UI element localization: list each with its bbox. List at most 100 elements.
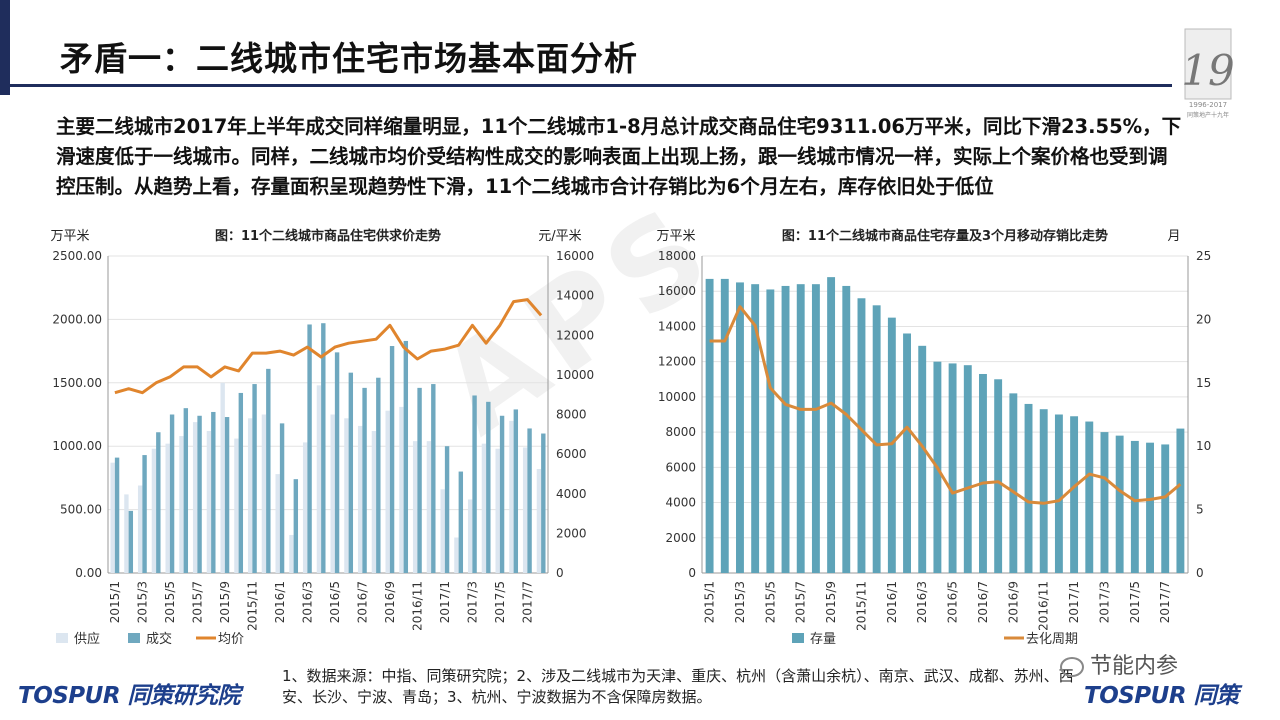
- left-tick-label: 6000: [665, 460, 696, 474]
- bar-存量: [1054, 414, 1063, 573]
- x-tick-label: 2016/9: [1006, 581, 1020, 623]
- bar-成交: [197, 415, 202, 573]
- legend-swatch: [56, 633, 68, 643]
- bar-存量: [781, 285, 790, 573]
- bar-存量: [1009, 393, 1018, 573]
- bar-存量: [1161, 444, 1170, 573]
- bar-供应: [509, 420, 514, 573]
- bar-成交: [252, 384, 257, 573]
- bar-成交: [541, 433, 546, 573]
- bar-成交: [444, 446, 450, 573]
- x-tick-label: 2017/1: [1067, 581, 1081, 623]
- bar-成交: [114, 457, 120, 573]
- bar-成交: [307, 324, 312, 573]
- legend-swatch: [792, 633, 804, 643]
- left-tick-label: 2500.00: [52, 249, 102, 263]
- left-tick-label: 12000: [658, 355, 696, 369]
- bar-供应: [399, 406, 404, 573]
- bar-成交: [266, 368, 271, 573]
- bar-供应: [110, 462, 115, 573]
- x-tick-label: 2016/5: [946, 581, 960, 623]
- bar-成交: [403, 340, 409, 573]
- legend-label: 去化周期: [1026, 632, 1078, 647]
- anniversary-logo: 19 1996-2017 同策地产十九年: [1183, 28, 1233, 119]
- right-tick-label: 20: [1196, 312, 1211, 326]
- right-tick-label: 14000: [556, 289, 594, 303]
- bar-供应: [234, 438, 239, 573]
- right-tick-label: 4000: [556, 487, 587, 501]
- bar-存量: [918, 345, 927, 573]
- bar-供应: [302, 442, 308, 573]
- line-均价: [114, 298, 543, 395]
- legend-label: 成交: [146, 631, 172, 647]
- bar-成交: [224, 417, 230, 573]
- x-tick-label: 2015/3: [733, 581, 747, 623]
- x-tick-label: 2016/3: [300, 581, 314, 623]
- wechat-icon: [1060, 657, 1084, 677]
- x-tick-label: 2016/11: [1037, 581, 1051, 631]
- bar-存量: [736, 282, 744, 573]
- bar-存量: [705, 278, 714, 573]
- bar-存量: [1100, 432, 1109, 573]
- inventory-ratio-chart: 图：11个二线城市商品住宅存量及3个月移动存销比走势 万平米 月 0 2000 4000 6…: [656, 228, 1211, 647]
- right-tick-label: 15: [1196, 376, 1211, 390]
- bar-供应: [179, 436, 184, 573]
- bar-供应: [536, 469, 542, 573]
- bar-成交: [417, 387, 422, 573]
- page-title: 矛盾一：二线城市住宅市场基本面分析: [60, 39, 638, 78]
- bar-成交: [293, 479, 299, 573]
- legend-swatch: [128, 633, 140, 643]
- bar-成交: [169, 414, 175, 573]
- bar-成交: [279, 423, 285, 573]
- left-tick-label: 0: [688, 566, 696, 580]
- bar-存量: [1085, 421, 1094, 573]
- bar-供应: [371, 430, 377, 573]
- left-axis-unit: 万平米: [50, 229, 89, 244]
- x-tick-label: 2015/7: [794, 581, 808, 623]
- bar-供应: [357, 425, 363, 573]
- bar-成交: [458, 471, 464, 573]
- bar-成交: [362, 387, 367, 573]
- left-tick-label: 500.00: [60, 503, 102, 517]
- bar-供应: [344, 418, 349, 573]
- bar-存量: [857, 298, 866, 573]
- bar-供应: [206, 430, 212, 573]
- bar-供应: [275, 474, 280, 573]
- bar-存量: [1070, 416, 1079, 573]
- left-tick-label: 4000: [665, 496, 696, 510]
- summary-paragraph: 主要二线城市2017年上半年成交同样缩量明显，11个二线城市1-8月总计成交商品…: [56, 115, 1182, 198]
- x-tick-label: 2016/7: [976, 581, 990, 623]
- bar-存量: [1176, 428, 1185, 573]
- bar-供应: [316, 385, 322, 573]
- right-tick-label: 2000: [556, 526, 587, 540]
- bar-供应: [220, 382, 225, 573]
- right-tick-label: 5: [1196, 503, 1204, 517]
- x-tick-label: 2015/11: [854, 581, 868, 631]
- supply-demand-price-chart: 图：11个二线城市商品住宅供求价走势 万平米 元/平米 0.00 500.00 1000.…: [50, 228, 594, 647]
- x-tick-label: 2017/3: [465, 581, 479, 623]
- x-tick-label: 2016/11: [410, 581, 424, 631]
- bar-存量: [963, 365, 972, 573]
- left-tick-label: 16000: [658, 284, 696, 298]
- bar-存量: [842, 285, 851, 573]
- x-tick-label: 2016/5: [328, 581, 342, 623]
- x-tick-label: 2015/5: [163, 581, 177, 623]
- left-axis-unit: 万平米: [656, 229, 695, 244]
- x-tick-label: 2016/9: [383, 581, 397, 623]
- bar-存量: [1146, 442, 1154, 573]
- x-tick-label: 2015/3: [135, 581, 149, 623]
- right-tick-label: 25: [1196, 249, 1211, 263]
- left-tick-label: 18000: [658, 249, 696, 263]
- wechat-name: 节能内参: [1090, 654, 1179, 679]
- bar-供应: [522, 447, 528, 573]
- bar-成交: [431, 384, 436, 573]
- bar-存量: [1130, 440, 1139, 573]
- tospur-logo: TOSPUR 同策: [1084, 683, 1239, 709]
- bar-供应: [165, 443, 170, 573]
- x-tick-label: 2017/7: [1158, 581, 1172, 623]
- bar-成交: [486, 401, 491, 573]
- line-去化周期: [709, 305, 1182, 505]
- left-tick-label: 1000.00: [52, 439, 102, 453]
- x-tick-label: 2016/1: [885, 581, 899, 623]
- x-tick-label: 2016/7: [355, 581, 369, 623]
